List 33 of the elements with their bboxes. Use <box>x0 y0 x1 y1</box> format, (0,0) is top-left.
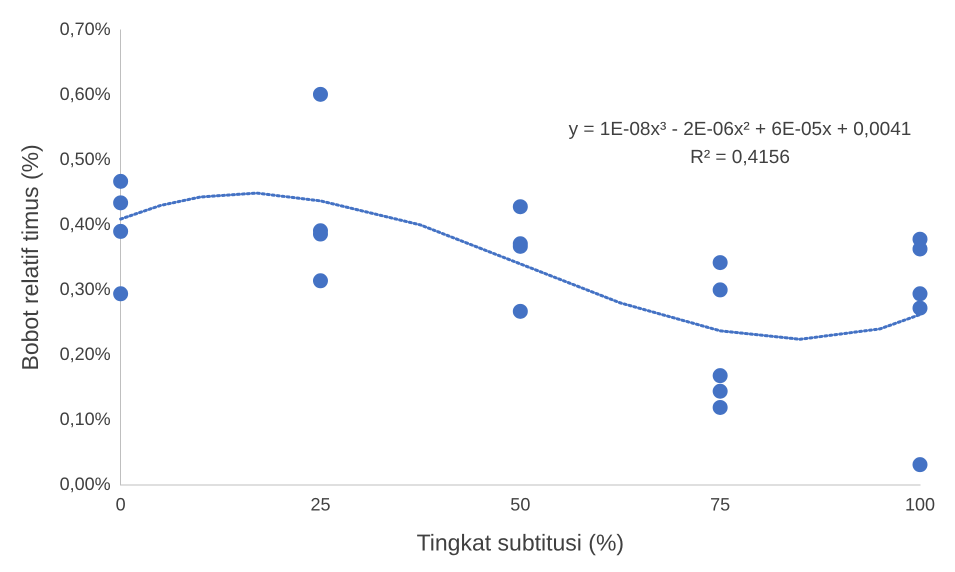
y-tick-label: 0,20% <box>60 344 111 364</box>
annotation: y = 1E-08x³ - 2E-06x² + 6E-05x + 0,0041 <box>568 119 912 140</box>
y-tick-label: 0,70% <box>60 18 111 39</box>
x-tick-label: 50 <box>510 494 530 515</box>
point <box>512 304 528 319</box>
y-tick-label: 0,10% <box>60 408 111 429</box>
point <box>113 224 128 239</box>
point <box>312 86 328 102</box>
y-tick-label: 0,50% <box>60 148 111 169</box>
point <box>113 286 128 302</box>
point <box>912 286 928 302</box>
point <box>113 195 128 210</box>
point <box>113 174 128 189</box>
y-tick-label: 0,30% <box>60 278 111 299</box>
y-axis-title: Bobot relatif timus (%) <box>17 144 44 371</box>
point <box>712 384 728 399</box>
x-tick-label: 25 <box>310 494 330 515</box>
x-tick-label: 100 <box>904 494 936 515</box>
point <box>912 457 928 472</box>
point <box>312 273 328 288</box>
x-tick-label: 75 <box>710 494 730 515</box>
y-tick-label: 0,40% <box>60 214 111 234</box>
x-tick-label: 0 <box>116 494 126 515</box>
point <box>712 400 728 415</box>
y-tick-label: 0,60% <box>60 84 111 104</box>
point <box>512 199 528 214</box>
point <box>712 368 728 384</box>
annotation: R² = 0,4156 <box>690 147 790 168</box>
y-tick-label: 0,00% <box>60 474 111 494</box>
point <box>712 282 728 298</box>
point <box>712 255 728 270</box>
x-axis-title: Tingkat subtitusi (%) <box>416 530 624 556</box>
point <box>912 300 928 316</box>
